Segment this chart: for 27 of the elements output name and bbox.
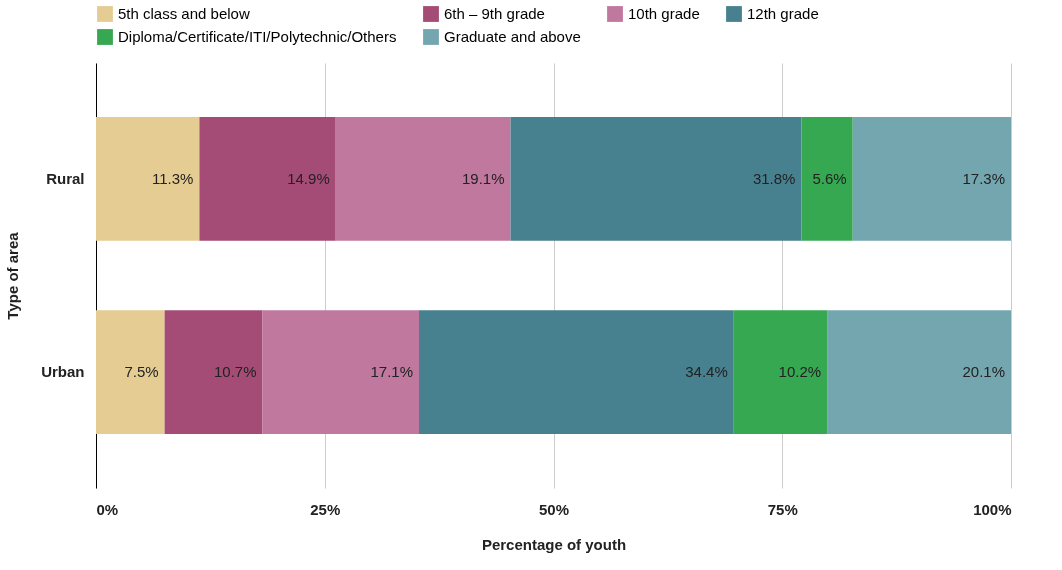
data-label: 14.9% — [287, 169, 330, 187]
y-tick-label: Urban — [41, 363, 85, 381]
data-label: 31.8% — [752, 169, 796, 187]
x-tick-label: 100% — [973, 500, 1012, 518]
data-label: 5.6% — [812, 169, 847, 187]
x-tick-label: 0% — [96, 500, 119, 518]
data-label: 11.3% — [151, 169, 194, 187]
x-tick-label: 25% — [310, 500, 341, 518]
legend-label: 5th class and below — [118, 5, 250, 22]
x-tick-label: 50% — [538, 500, 570, 518]
x-axis-title: Percentage of youth — [481, 535, 627, 553]
legend-label: 12th grade — [747, 5, 819, 22]
y-axis-title: Type of area — [4, 231, 22, 320]
y-tick-label: Rural — [46, 169, 85, 187]
legend-label: 10th grade — [628, 5, 700, 22]
data-label: 20.1% — [962, 363, 1005, 381]
x-tick-label: 75% — [767, 500, 798, 518]
data-label: 17.1% — [370, 363, 413, 381]
legend-label: Graduate and above — [444, 28, 581, 45]
legend-label: Diploma/Certificate/ITI/Polytechnic/Others — [118, 28, 397, 45]
data-label: 7.5% — [124, 363, 159, 381]
data-label: 17.3% — [962, 169, 1005, 187]
data-label: 19.1% — [461, 169, 505, 187]
data-label: 10.2% — [778, 363, 822, 381]
data-label: 34.4% — [685, 363, 728, 381]
data-label: 10.7% — [213, 363, 257, 381]
legend-label: 6th – 9th grade — [444, 5, 545, 22]
